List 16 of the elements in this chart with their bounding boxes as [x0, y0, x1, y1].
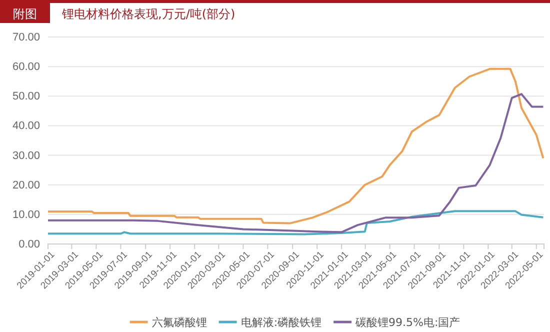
chart-subtitle: 附图 [13, 7, 37, 21]
line-series [47, 68, 544, 224]
y-tick-label: 10.00 [12, 208, 40, 221]
chart-title: 锂电材料价格表现,万元/吨(部分) [61, 7, 236, 21]
y-tick-label: 20.00 [12, 179, 40, 192]
legend-label: 碳酸锂99.5%电:国产 [354, 316, 460, 329]
legend-label: 电解液:磷酸铁锂 [240, 316, 322, 329]
y-tick-label: 0.00 [18, 238, 40, 251]
y-tick-label: 70.00 [12, 32, 40, 44]
legend-label: 六氟磷酸锂 [152, 316, 207, 329]
y-tick-label: 60.00 [12, 61, 40, 74]
y-tick-label: 40.00 [12, 120, 40, 132]
line-series [47, 93, 544, 234]
y-tick-label: 50.00 [12, 90, 40, 103]
line-series [47, 210, 544, 236]
y-tick-label: 30.00 [12, 150, 40, 162]
